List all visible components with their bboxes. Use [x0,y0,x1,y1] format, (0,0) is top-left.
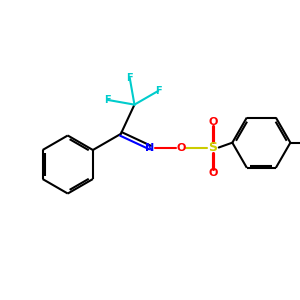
Text: S: S [208,141,217,154]
Text: O: O [208,117,218,127]
Text: O: O [176,142,185,152]
Text: F: F [126,73,133,82]
Text: O: O [208,168,218,178]
Text: F: F [104,95,111,105]
Text: F: F [155,86,161,96]
Text: N: N [146,142,155,152]
